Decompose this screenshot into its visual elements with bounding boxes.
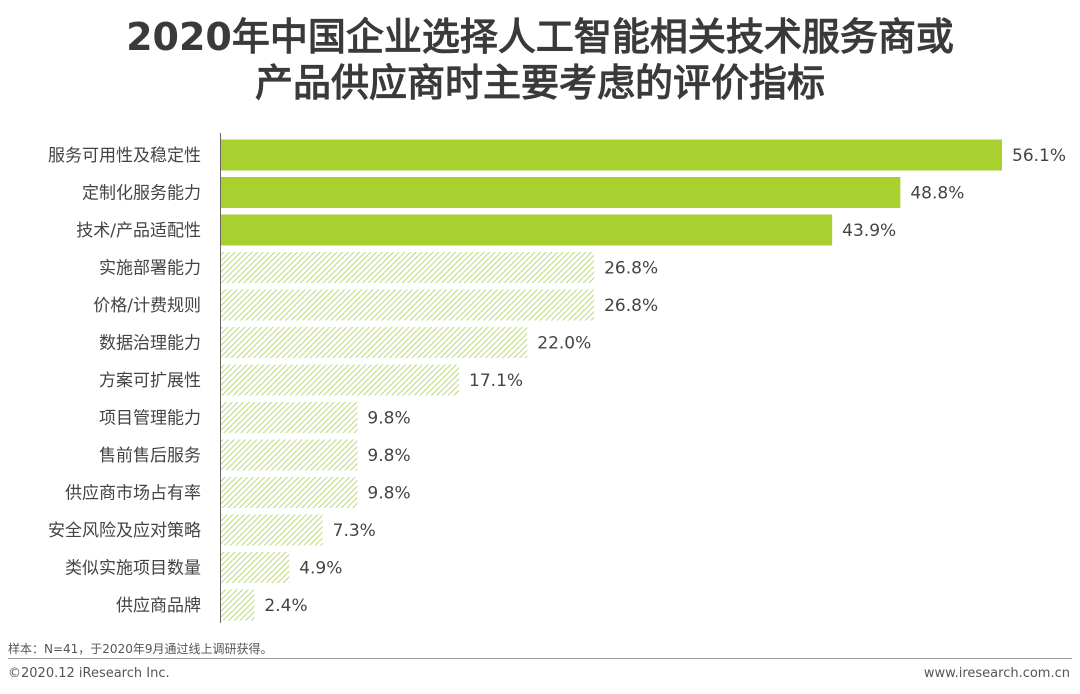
category-label: 方案可扩展性 xyxy=(99,371,201,391)
bar xyxy=(221,439,358,471)
value-label: 9.8% xyxy=(367,484,410,504)
value-label: 22.0% xyxy=(537,334,591,354)
bar xyxy=(221,252,595,283)
category-label: 价格/计费规则 xyxy=(93,296,201,316)
bar xyxy=(221,289,595,321)
copyright-text: ©2020.12 iResearch Inc. xyxy=(8,666,170,681)
bar xyxy=(221,364,460,396)
footer-divider xyxy=(8,658,1072,659)
bar xyxy=(221,327,528,358)
category-label: 售前售后服务 xyxy=(99,446,201,466)
category-label: 数据治理能力 xyxy=(99,334,201,354)
chart-title: 2020年中国企业选择人工智能相关技术服务商或 产品供应商时主要考虑的评价指标 xyxy=(0,14,1080,106)
chart-title-line1: 2020年中国企业选择人工智能相关技术服务商或 xyxy=(126,15,954,59)
category-label: 定制化服务能力 xyxy=(82,184,201,204)
bar xyxy=(221,589,255,621)
bar xyxy=(221,402,358,433)
bar xyxy=(221,552,290,583)
value-label: 26.8% xyxy=(604,259,658,279)
value-label: 9.8% xyxy=(367,409,410,429)
category-label: 实施部署能力 xyxy=(99,259,201,279)
bars-group: 服务可用性及稳定性 56.1% 定制化服务能力 48.8% 技术/产品适配性 43.9% 实… xyxy=(48,139,1066,621)
sample-note: 样本：N=41，于2020年9月通过线上调研获得。 xyxy=(8,642,273,656)
value-label: 7.3% xyxy=(333,521,376,541)
value-label: 48.8% xyxy=(910,184,964,204)
category-label: 项目管理能力 xyxy=(99,409,201,429)
value-label: 56.1% xyxy=(1012,146,1066,166)
category-label: 服务可用性及稳定性 xyxy=(48,146,201,166)
bar xyxy=(221,139,1002,171)
value-label: 26.8% xyxy=(604,296,658,316)
value-label: 43.9% xyxy=(842,221,896,241)
bar xyxy=(221,214,833,246)
category-label: 安全风险及应对策略 xyxy=(48,521,201,541)
chart-title-line2: 产品供应商时主要考虑的评价指标 xyxy=(254,61,825,105)
category-label: 技术/产品适配性 xyxy=(76,221,201,241)
bar-chart: 服务可用性及稳定性 56.1% 定制化服务能力 48.8% 技术/产品适配性 43.9% 实… xyxy=(48,133,1066,623)
value-label: 4.9% xyxy=(299,559,342,579)
bar xyxy=(221,514,323,546)
value-label: 17.1% xyxy=(469,371,523,391)
category-label: 供应商品牌 xyxy=(116,596,201,616)
value-label: 2.4% xyxy=(264,596,307,616)
bar xyxy=(221,477,358,508)
category-label: 供应商市场占有率 xyxy=(65,484,201,504)
value-label: 9.8% xyxy=(367,446,410,466)
category-label: 类似实施项目数量 xyxy=(65,559,201,579)
bar xyxy=(221,177,901,208)
website-link[interactable]: www.iresearch.com.cn xyxy=(923,666,1070,681)
